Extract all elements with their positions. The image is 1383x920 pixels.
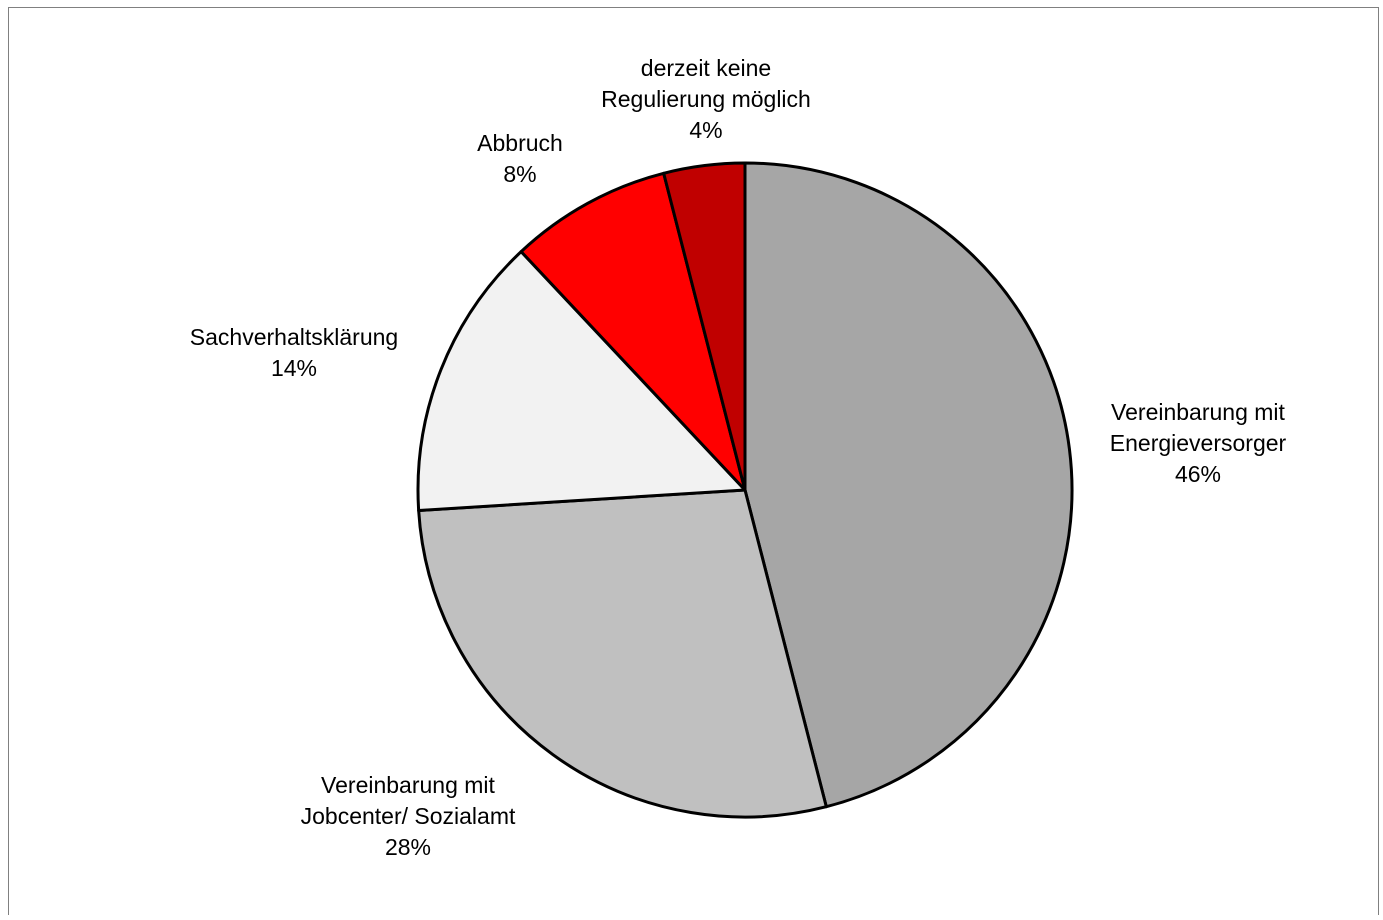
slice-label-1: Vereinbarung mit Energieversorger 46% bbox=[1110, 399, 1287, 487]
slice-category-label: Vereinbarung mit bbox=[321, 772, 495, 798]
pie-slice-4 bbox=[519, 171, 747, 492]
slice-value-label: 28% bbox=[385, 834, 431, 860]
slice-label-2: Vereinbarung mit Jobcenter/ Sozialamt 28% bbox=[301, 772, 516, 860]
slice-category-label: Abbruch bbox=[477, 130, 563, 156]
pie-slices bbox=[416, 161, 1074, 819]
slice-category-label: Sachverhaltsklärung bbox=[190, 324, 398, 350]
slice-category-label: derzeit keine bbox=[641, 55, 771, 81]
pie-slice-3 bbox=[416, 250, 747, 513]
slice-value-label: 8% bbox=[503, 161, 536, 187]
slice-label-4: Abbruch 8% bbox=[477, 130, 563, 187]
slice-category-label: Jobcenter/ Sozialamt bbox=[301, 803, 516, 829]
slice-value-label: 4% bbox=[689, 117, 722, 143]
slice-value-label: 14% bbox=[271, 355, 317, 381]
slice-category-label: Energieversorger bbox=[1110, 430, 1287, 456]
slice-category-label: Vereinbarung mit bbox=[1111, 399, 1285, 425]
pie-slice-2 bbox=[417, 488, 828, 819]
slice-label-3: Sachverhaltsklärung 14% bbox=[190, 324, 398, 381]
slice-category-label: Regulierung möglich bbox=[601, 86, 811, 112]
pie-labels: Vereinbarung mit Energieversorger 46%Verei… bbox=[190, 55, 1287, 860]
slice-value-label: 46% bbox=[1175, 461, 1221, 487]
pie-slice-5 bbox=[662, 161, 747, 492]
slice-label-5: derzeit keine Regulierung möglich 4% bbox=[601, 55, 811, 143]
pie-slice-1 bbox=[743, 161, 1074, 809]
